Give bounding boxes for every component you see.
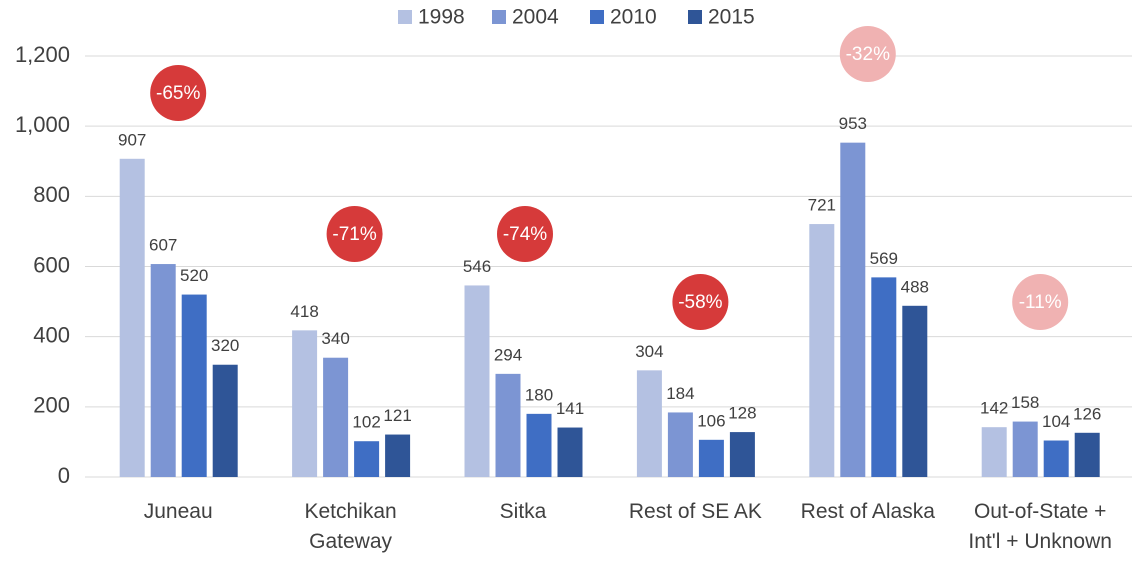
legend-swatch bbox=[688, 10, 702, 24]
data-label: 721 bbox=[808, 196, 836, 215]
data-label: 304 bbox=[635, 342, 663, 361]
bar bbox=[495, 373, 521, 477]
annotation-badge bbox=[1012, 274, 1069, 330]
data-label: 953 bbox=[839, 114, 867, 133]
data-label: 520 bbox=[180, 266, 208, 285]
data-label: 104 bbox=[1042, 412, 1070, 431]
annotation-badge bbox=[326, 206, 383, 262]
data-label: 142 bbox=[980, 399, 1008, 418]
data-label: 180 bbox=[525, 385, 553, 404]
annotation: -32% bbox=[846, 44, 890, 65]
y-tick-label: 1,200 bbox=[15, 42, 70, 67]
data-label: 488 bbox=[901, 277, 929, 296]
bar bbox=[354, 441, 380, 477]
legend-swatch bbox=[590, 10, 604, 24]
bar bbox=[150, 264, 176, 477]
data-label: 907 bbox=[118, 130, 146, 149]
data-label: 128 bbox=[728, 404, 756, 423]
legend-label: 2015 bbox=[708, 6, 755, 29]
bar bbox=[323, 357, 349, 477]
x-tick-label: Juneau bbox=[143, 500, 213, 523]
data-label: 546 bbox=[463, 257, 491, 276]
data-label: 102 bbox=[352, 413, 380, 432]
annotation-badge bbox=[672, 274, 729, 330]
bar bbox=[464, 285, 490, 477]
bar bbox=[292, 330, 318, 477]
annotation: -11% bbox=[1019, 292, 1062, 313]
legend-swatch bbox=[492, 10, 506, 24]
bar bbox=[526, 413, 552, 477]
bar bbox=[981, 427, 1007, 477]
annotation: -65% bbox=[156, 83, 200, 104]
bar bbox=[1074, 432, 1100, 477]
bar bbox=[557, 427, 583, 477]
bar bbox=[871, 277, 897, 477]
data-label: 158 bbox=[1011, 393, 1039, 412]
data-label: 320 bbox=[211, 336, 239, 355]
y-tick-label: 1,000 bbox=[15, 112, 70, 137]
bar bbox=[636, 370, 662, 477]
x-tick-label: Rest of SE AK bbox=[628, 500, 762, 523]
y-tick-label: 0 bbox=[58, 463, 70, 488]
legend-swatch bbox=[398, 10, 412, 24]
bar bbox=[119, 158, 145, 477]
data-label: 607 bbox=[149, 236, 177, 255]
bar bbox=[809, 224, 835, 477]
bar bbox=[902, 305, 928, 477]
data-label: 340 bbox=[321, 329, 349, 348]
legend-label: 2010 bbox=[610, 6, 657, 29]
y-tick-label: 600 bbox=[33, 252, 70, 277]
x-tick-label: Sitka bbox=[499, 500, 547, 523]
bar bbox=[181, 294, 207, 477]
bar bbox=[840, 142, 866, 478]
legend-label: 2004 bbox=[512, 6, 559, 29]
data-label: 141 bbox=[556, 399, 584, 418]
data-label: 106 bbox=[697, 411, 725, 430]
data-label: 569 bbox=[870, 249, 898, 268]
y-tick-label: 800 bbox=[33, 182, 70, 207]
bar bbox=[212, 364, 238, 477]
bar bbox=[1043, 440, 1069, 477]
bar bbox=[698, 439, 724, 477]
annotation: -71% bbox=[332, 224, 376, 245]
annotation-badge bbox=[839, 26, 896, 82]
data-label: 294 bbox=[494, 345, 522, 364]
x-tick-label: Rest of Alaska bbox=[800, 500, 935, 523]
data-label: 184 bbox=[666, 384, 694, 403]
annotation: -74% bbox=[503, 224, 547, 245]
bar bbox=[667, 412, 693, 477]
bar bbox=[1012, 421, 1038, 477]
data-label: 126 bbox=[1073, 404, 1101, 423]
data-label: 418 bbox=[290, 302, 318, 321]
x-tick-label: Out-of-State + Int'l + Unknown bbox=[968, 500, 1112, 553]
y-tick-label: 200 bbox=[33, 393, 70, 418]
annotation-badge bbox=[150, 65, 207, 121]
y-tick-label: 400 bbox=[33, 322, 70, 347]
annotation-badge bbox=[497, 206, 553, 262]
bar bbox=[385, 434, 411, 477]
data-label: 121 bbox=[383, 406, 411, 425]
annotation: -58% bbox=[678, 292, 722, 313]
bar bbox=[729, 432, 755, 477]
legend-label: 1998 bbox=[418, 6, 465, 29]
x-tick-label: Ketchikan Gateway bbox=[304, 500, 397, 553]
